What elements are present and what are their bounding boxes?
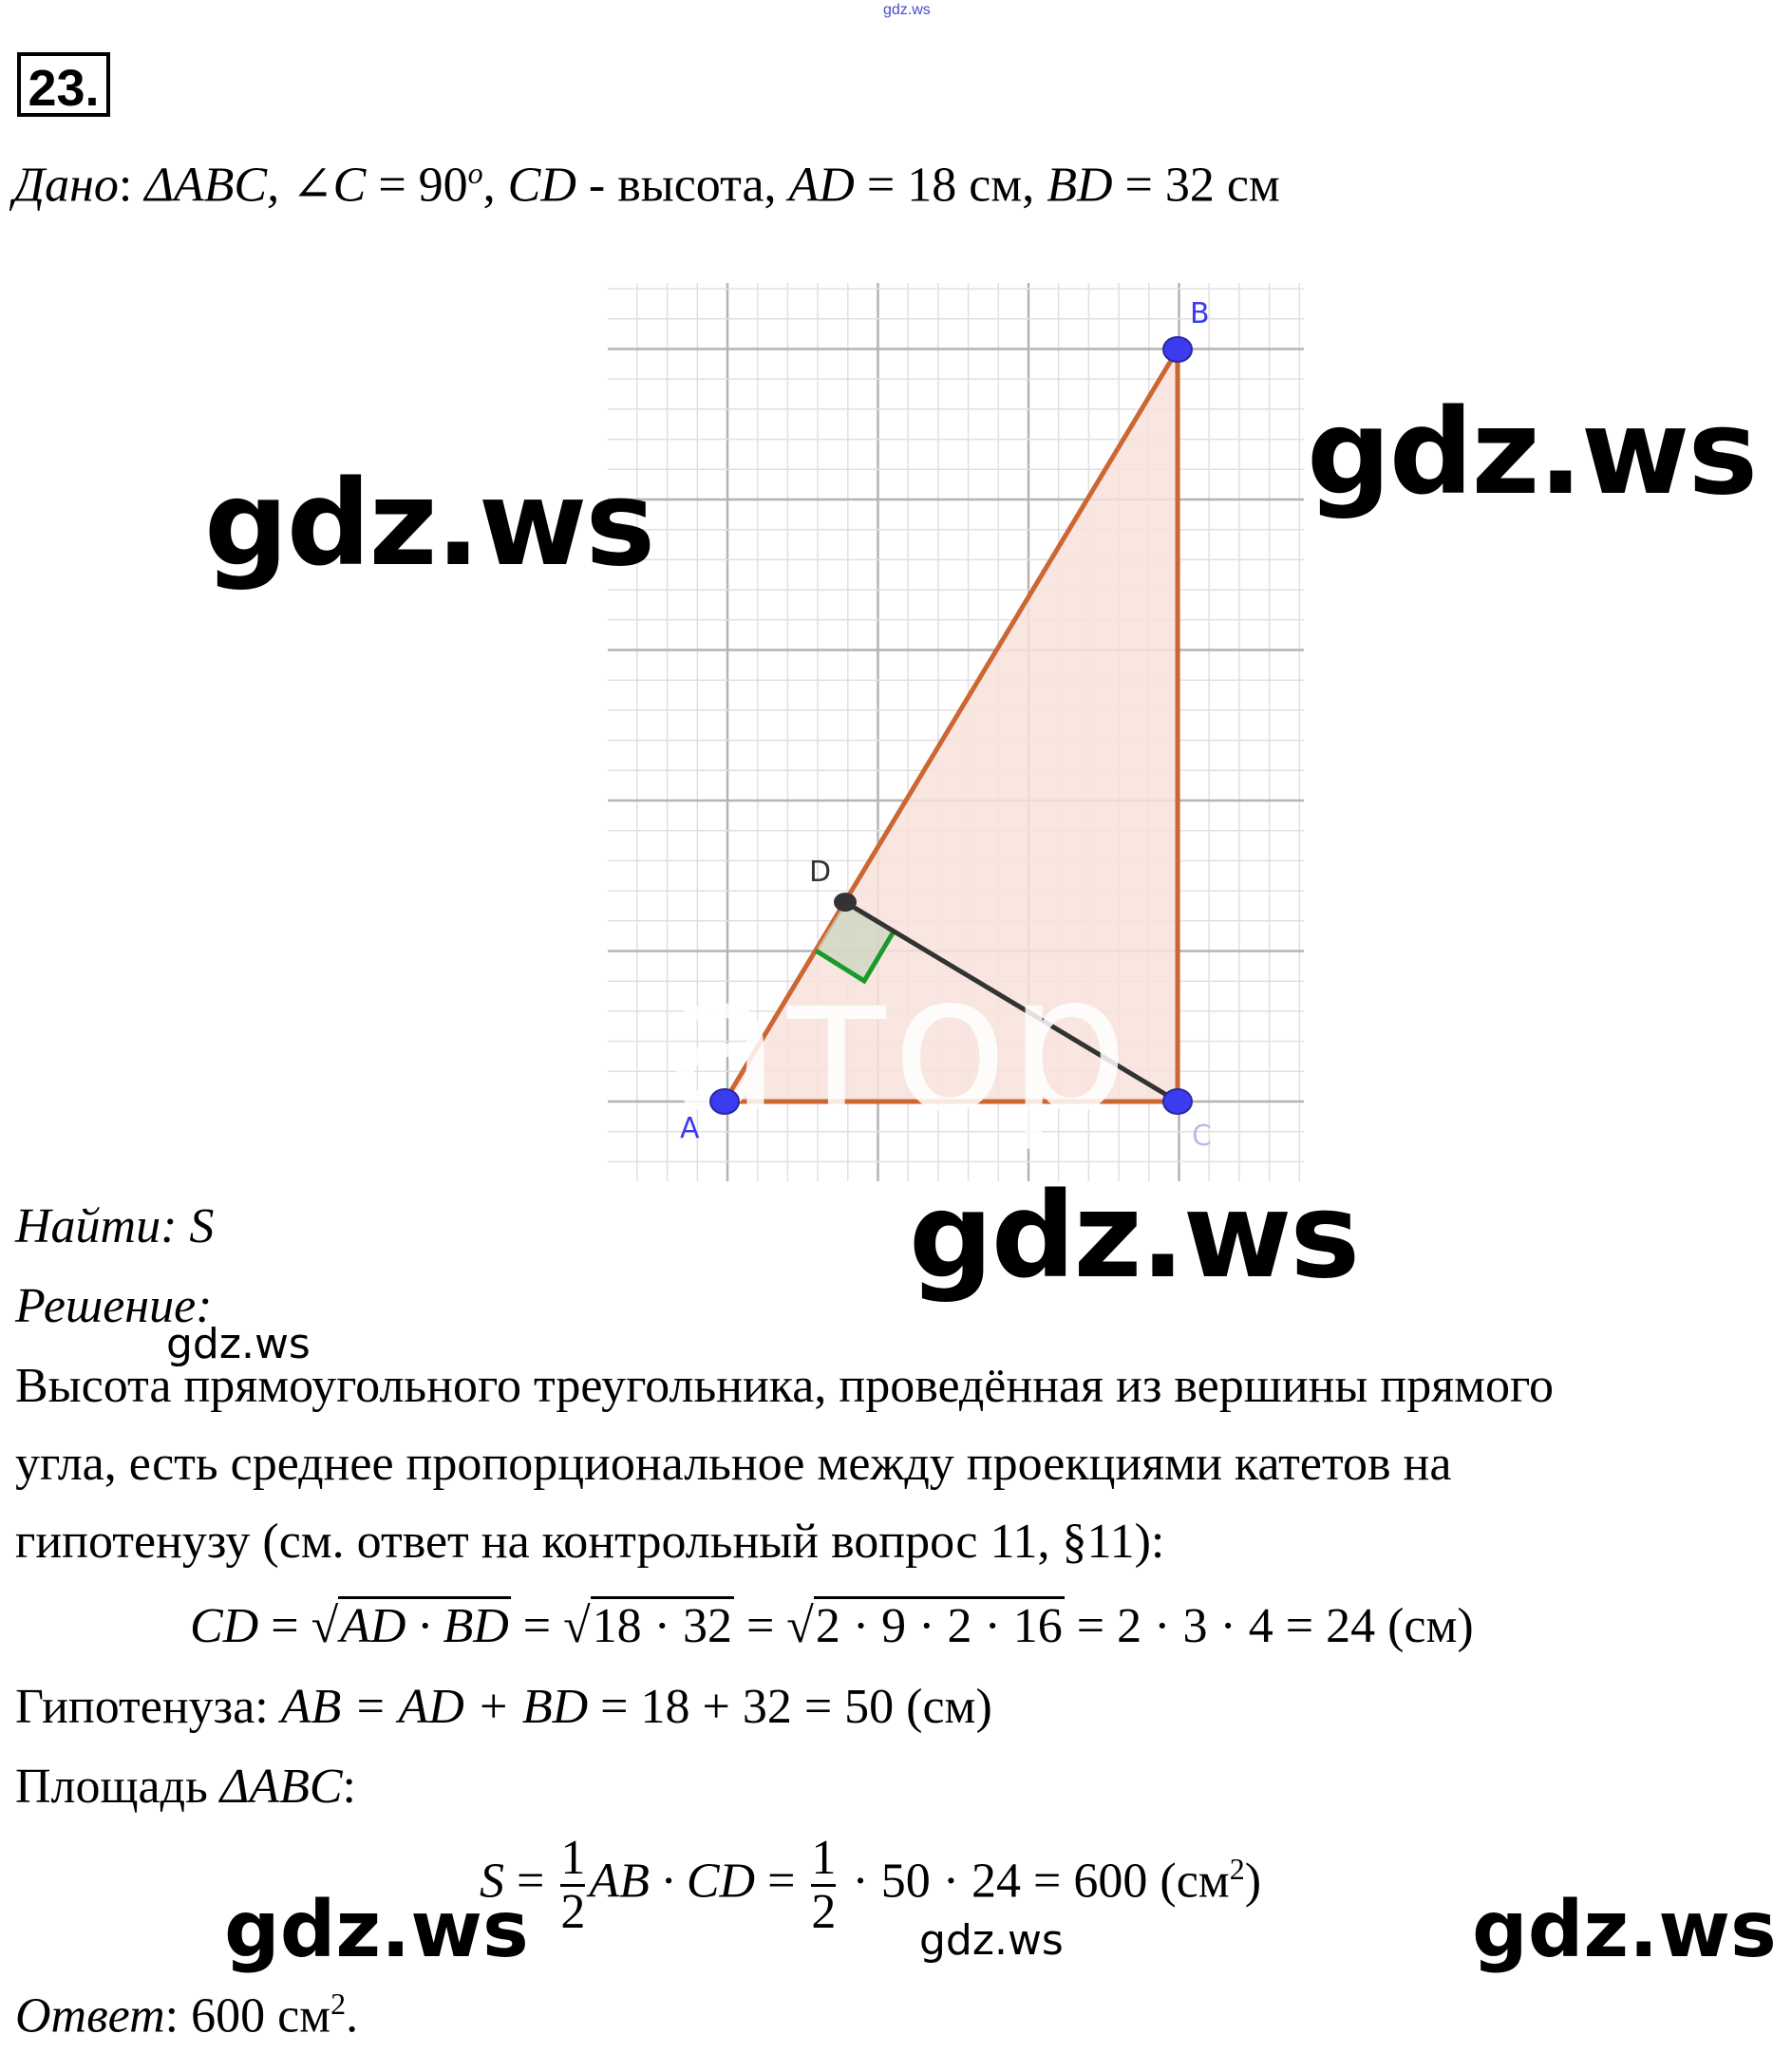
paragraph-line: гипотенузу (см. ответ на контрольный воп… (15, 1515, 1165, 1569)
text: AD · BD (338, 1596, 511, 1653)
text: = 90 (366, 158, 468, 213)
sqrt: √AD · BD (311, 1596, 511, 1655)
text: = (510, 1599, 564, 1653)
numerator: 1 (560, 1831, 586, 1885)
right-angle-mark (814, 930, 896, 985)
point-c (1162, 1088, 1193, 1115)
text: = (258, 1599, 311, 1653)
watermark: gdz.ws (1307, 385, 1758, 521)
text: - высота, (575, 158, 789, 213)
text: BD (1047, 158, 1113, 213)
text: AB = AD + BD (280, 1680, 589, 1734)
given-label: Дано (13, 158, 119, 213)
paragraph-line: Высота прямоугольного треугольника, пров… (15, 1359, 1555, 1413)
find-line: Найти: S (15, 1198, 214, 1255)
text: o (467, 156, 483, 190)
hypotenuse-line: Гипотенуза: AB = AD + BD = 18 + 32 = 50 … (15, 1679, 992, 1736)
text: · 50 · 24 = 600 (см (839, 1854, 1230, 1909)
point-b (1162, 336, 1193, 363)
text: = 18 + 32 = 50 (см) (588, 1680, 992, 1734)
watermark: gdz.ws (909, 1168, 1360, 1305)
denominator: 2 (811, 1884, 837, 1939)
watermark: gdz.ws (1472, 1885, 1777, 1975)
point-d (834, 893, 857, 912)
text: ) (1244, 1854, 1262, 1909)
text: = (755, 1854, 808, 1909)
text: 2 (330, 1987, 347, 2021)
watermark: gdz.ws (919, 1916, 1064, 1965)
text: Площадь (15, 1760, 220, 1814)
top-watermark: gdz.ws (883, 2, 931, 18)
text: ΔABC, ∠C (144, 158, 367, 213)
height-cd (843, 899, 1179, 1104)
paragraph-line: угла, есть среднее пропорциональное межд… (15, 1437, 1452, 1491)
label-d: D (809, 856, 831, 889)
denominator: 2 (560, 1884, 586, 1939)
given-line: Дано: ΔABC, ∠C = 90o, CD - высота, AD = … (13, 144, 1280, 214)
text: . (346, 1988, 359, 2044)
text: 2 (1229, 1852, 1245, 1887)
answer-line: Ответ: 600 см2. (15, 1975, 358, 2044)
solution-label: Решение: (15, 1279, 213, 1333)
find-value: : S (160, 1199, 215, 1253)
label-b: B (1190, 297, 1210, 330)
text: : (342, 1760, 356, 1814)
text: S (480, 1854, 504, 1909)
text: = 18 см, (854, 158, 1047, 213)
sqrt: √18 · 32 (563, 1596, 734, 1655)
text: = (733, 1599, 787, 1653)
text: AB · CD (589, 1854, 756, 1909)
text: CD (507, 158, 576, 213)
text: = (504, 1854, 557, 1909)
text: ΔABC (219, 1760, 343, 1814)
problem-number: 23. (17, 52, 110, 117)
watermark: gdz.ws (166, 1320, 311, 1368)
sqrt: √2 · 9 · 2 · 16 (786, 1596, 1065, 1655)
label-c: C (1192, 1120, 1212, 1153)
overlay-watermark: атор (665, 933, 1128, 1155)
text: 2 · 9 · 2 · 16 (813, 1596, 1065, 1653)
text: AD (788, 158, 855, 213)
text: = 2 · 3 · 4 = 24 (см) (1064, 1599, 1474, 1653)
text: , (482, 158, 508, 213)
numerator: 1 (811, 1831, 837, 1885)
text: : 600 см (164, 1988, 331, 2044)
text: Гипотенуза: (15, 1680, 281, 1734)
cd-formula: CD = √AD · BD = √18 · 32 = √2 · 9 · 2 · … (190, 1596, 1474, 1655)
text: : (118, 158, 145, 213)
answer-label: Ответ (15, 1988, 165, 2044)
point-a (709, 1088, 740, 1115)
area-label: Площадь ΔABC: (15, 1759, 356, 1816)
text: 18 · 32 (590, 1596, 734, 1653)
text: = 32 см (1112, 158, 1280, 213)
watermark: gdz.ws (204, 456, 655, 593)
triangle-abc (720, 341, 1180, 1104)
text: CD (190, 1599, 259, 1653)
watermark: gdz.ws (224, 1885, 529, 1975)
label-a: A (680, 1112, 700, 1145)
find-label: Найти (15, 1199, 161, 1253)
